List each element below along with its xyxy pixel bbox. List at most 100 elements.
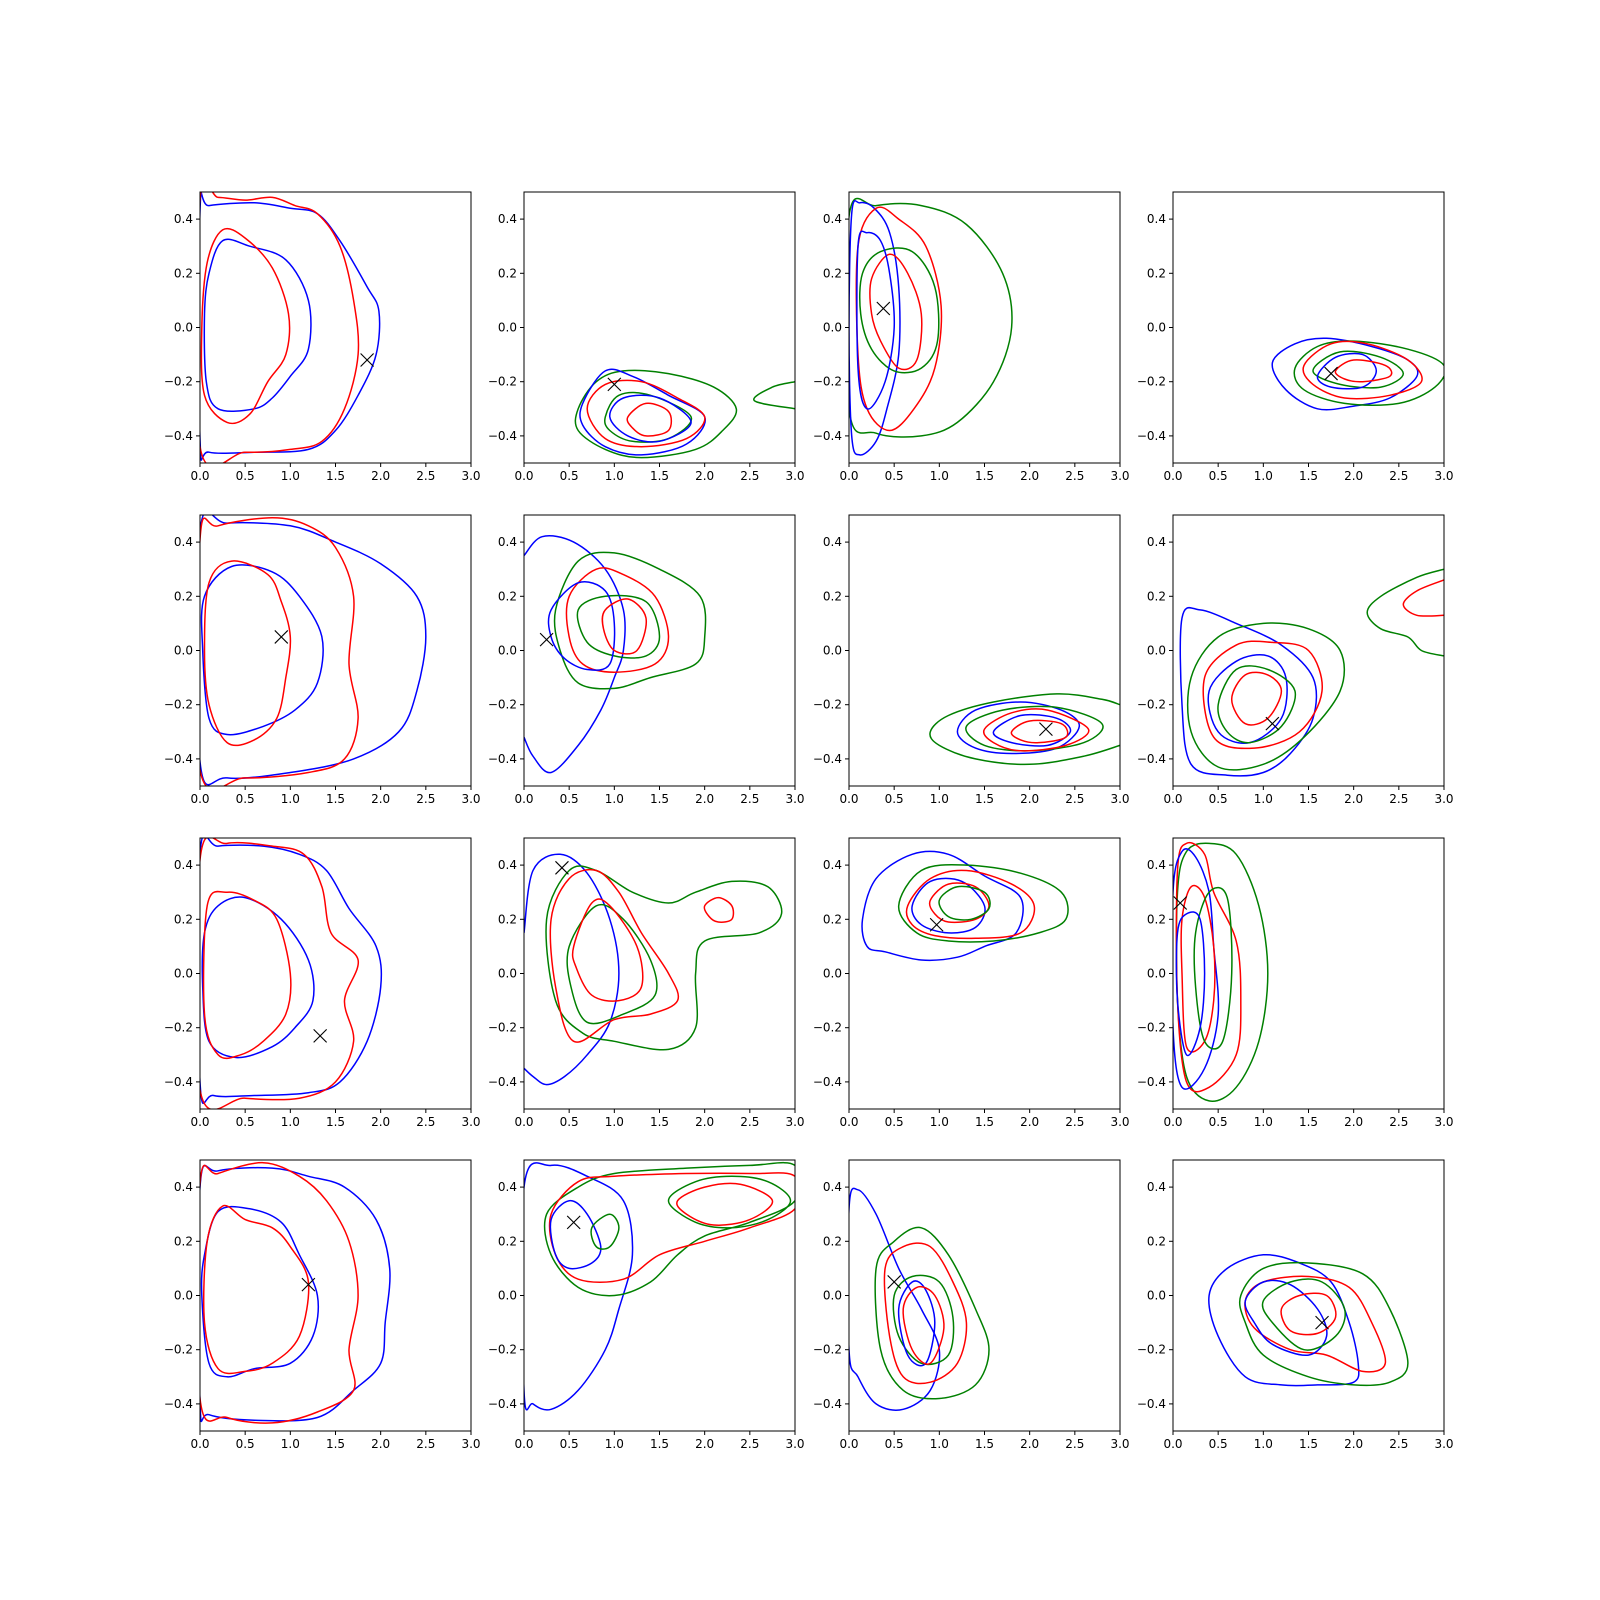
- y-tick-label: 0.4: [174, 1180, 193, 1194]
- x-tick-label: 0.0: [839, 1437, 858, 1451]
- x-tick-label: 1.5: [650, 469, 669, 483]
- contour-red: [549, 868, 680, 1043]
- x-tick-label: 2.0: [371, 792, 390, 806]
- subplot-1-3: 0.0 0.5 1.0 1.5 2.0 2.5 3.0 −0.4 −0.2 0.0 0.2 0.4: [813, 191, 1130, 483]
- x-tick-label: 0.5: [1209, 469, 1228, 483]
- x-tick-label: 2.0: [371, 1115, 390, 1129]
- x-tick-label: 3.0: [1434, 1437, 1453, 1451]
- y-tick-label: 0.0: [823, 644, 842, 658]
- x-tick-label: 2.5: [1065, 1115, 1084, 1129]
- y-tick-label: −0.4: [164, 1397, 193, 1411]
- y-tick-label: −0.4: [813, 1397, 842, 1411]
- x-tick-label: 0.0: [190, 792, 209, 806]
- contour-blue: [200, 1205, 320, 1378]
- contour-red: [1175, 842, 1242, 1093]
- subplot-4-3: 0.0 0.5 1.0 1.5 2.0 2.5 3.0 −0.4 −0.2 0.0 0.2 0.4: [813, 1159, 1130, 1451]
- x-tick-label: 0.5: [560, 792, 579, 806]
- contour-red: [676, 1182, 774, 1226]
- y-tick-label: 0.2: [1147, 589, 1166, 603]
- y-tick-label: 0.4: [498, 858, 517, 872]
- contour-red: [200, 1161, 359, 1424]
- x-tick-label: 1.5: [975, 1437, 994, 1451]
- y-tick-label: −0.4: [813, 429, 842, 443]
- y-tick-label: −0.2: [488, 1343, 517, 1357]
- contour-red: [902, 1285, 945, 1365]
- x-tick-label: 1.5: [650, 1437, 669, 1451]
- x-tick-label: 3.0: [461, 792, 480, 806]
- x-tick-label: 2.5: [740, 469, 759, 483]
- y-tick-label: 0.2: [498, 912, 517, 926]
- x-tick-label: 1.0: [281, 469, 300, 483]
- x-tick-label: 0.5: [236, 792, 255, 806]
- contour-green: [545, 865, 783, 1051]
- x-tick-label: 0.5: [560, 1115, 579, 1129]
- contour-blue: [849, 200, 901, 456]
- y-tick-label: −0.4: [488, 1397, 517, 1411]
- contour-red: [200, 227, 291, 425]
- contour-green: [849, 197, 1013, 438]
- x-tick-label: 1.0: [930, 1115, 949, 1129]
- contour-blue: [1316, 352, 1378, 390]
- x-marker: [887, 1275, 902, 1289]
- subplot-1-4: 0.0 0.5 1.0 1.5 2.0 2.5 3.0 −0.4 −0.2 0.0 0.2 0.4: [1137, 191, 1454, 483]
- axes-frame: [1172, 1159, 1445, 1432]
- x-marker: [607, 377, 622, 392]
- contour-blue: [200, 1164, 391, 1423]
- x-tick-label: 0.0: [190, 1437, 209, 1451]
- y-tick-label: −0.2: [813, 698, 842, 712]
- y-tick-label: 0.2: [823, 266, 842, 280]
- contour-blue: [1173, 848, 1220, 1090]
- axes-frame: [199, 191, 472, 464]
- x-tick-label: 0.5: [236, 469, 255, 483]
- x-tick-label: 1.5: [1299, 1115, 1318, 1129]
- contour-green: [566, 903, 658, 1025]
- y-tick-label: 0.0: [498, 321, 517, 335]
- subplot-4-1: 0.0 0.5 1.0 1.5 2.0 2.5 3.0 −0.4 −0.2 0.0 0.2 0.4: [164, 1159, 481, 1451]
- x-marker: [929, 917, 944, 932]
- x-tick-label: 2.5: [1065, 1437, 1084, 1451]
- x-tick-label: 2.5: [1065, 469, 1084, 483]
- y-tick-label: 0.4: [498, 535, 517, 549]
- x-tick-label: 0.5: [236, 1437, 255, 1451]
- subplot-3-4: 0.0 0.5 1.0 1.5 2.0 2.5 3.0 −0.4 −0.2 0.0 0.2 0.4: [1137, 837, 1454, 1129]
- axes-frame: [848, 1159, 1121, 1432]
- contour-red: [571, 898, 644, 1002]
- y-tick-label: 0.4: [823, 858, 842, 872]
- contour-red: [202, 1204, 310, 1375]
- plot-area: [524, 1161, 795, 1411]
- contour-red: [203, 560, 292, 747]
- x-tick-label: 2.5: [1389, 1115, 1408, 1129]
- y-tick-label: 0.4: [174, 535, 193, 549]
- x-tick-label: 1.0: [930, 469, 949, 483]
- contour-blue: [1175, 911, 1206, 1057]
- contour-green: [576, 594, 661, 659]
- y-tick-label: 0.2: [823, 912, 842, 926]
- x-tick-label: 1.5: [326, 1437, 345, 1451]
- plot-area: [200, 1161, 391, 1424]
- contour-blue: [992, 713, 1072, 747]
- contour-blue: [856, 230, 896, 410]
- x-tick-label: 0.0: [190, 469, 209, 483]
- x-tick-label: 0.5: [885, 792, 904, 806]
- contour-green: [1238, 1261, 1409, 1387]
- contour-red: [1402, 579, 1444, 617]
- x-tick-label: 3.0: [461, 1437, 480, 1451]
- y-tick-label: 0.4: [1147, 212, 1166, 226]
- contour-green: [753, 380, 795, 410]
- contour-red: [1302, 340, 1423, 400]
- x-tick-label: 0.5: [560, 469, 579, 483]
- contour-green: [553, 551, 707, 690]
- y-tick-label: 0.4: [823, 212, 842, 226]
- contour-red: [626, 402, 673, 437]
- contour-blue: [201, 896, 315, 1059]
- x-tick-label: 3.0: [1434, 1115, 1453, 1129]
- plot-area: [524, 535, 707, 774]
- y-tick-label: 0.0: [1147, 321, 1166, 335]
- contour-blue: [911, 877, 986, 934]
- x-tick-label: 0.5: [885, 469, 904, 483]
- x-tick-label: 2.5: [740, 1437, 759, 1451]
- x-tick-label: 1.0: [605, 792, 624, 806]
- subplot-1-1: 0.0 0.5 1.0 1.5 2.0 2.5 3.0 −0.4 −0.2 0.0 0.2 0.4: [164, 191, 481, 483]
- subplot-2-1: 0.0 0.5 1.0 1.5 2.0 2.5 3.0 −0.4 −0.2 0.0 0.2 0.4: [164, 514, 481, 806]
